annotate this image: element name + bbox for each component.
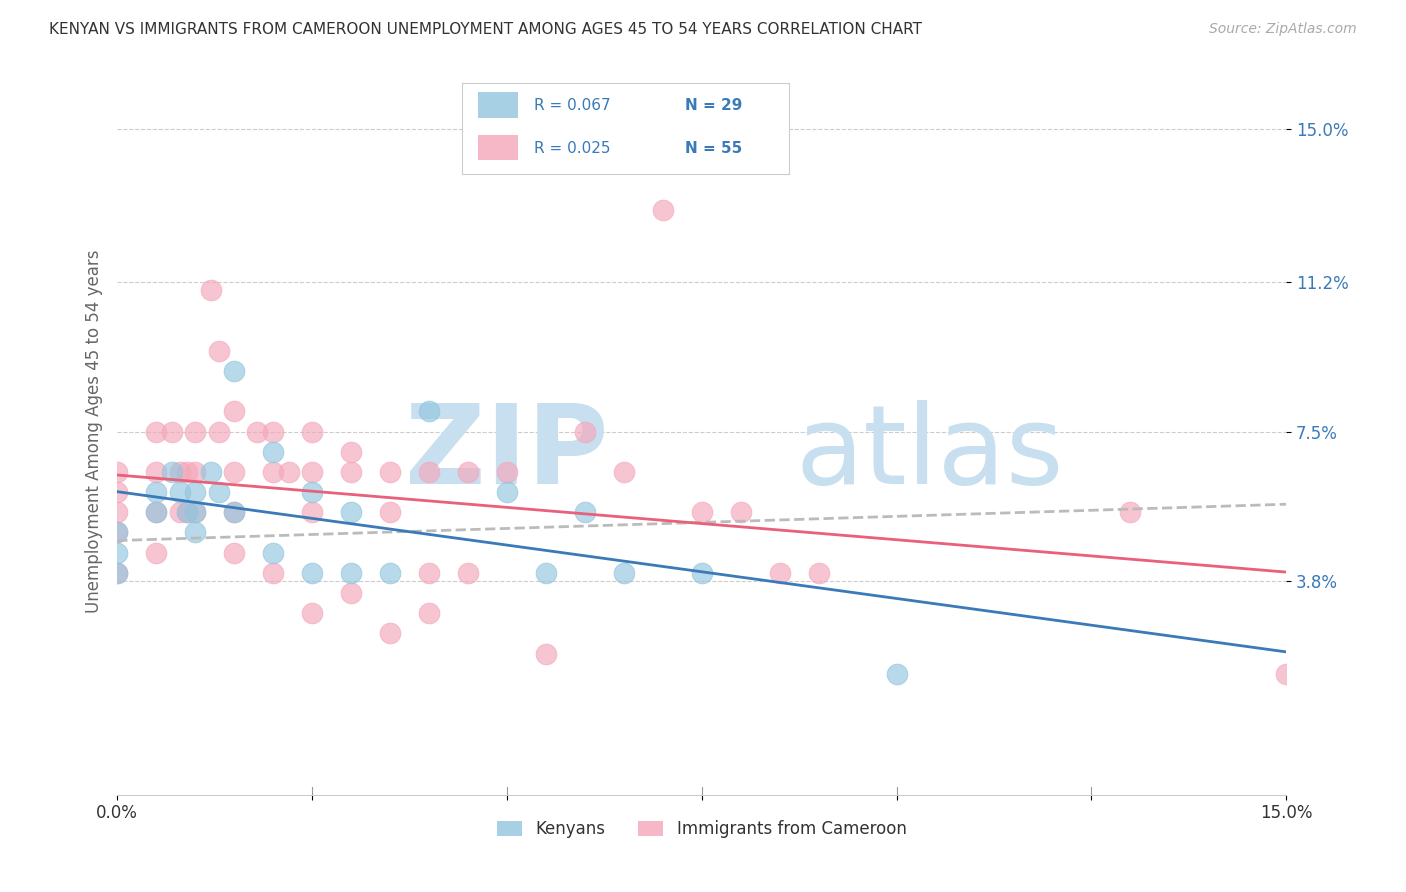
- Point: [176, 505, 198, 519]
- Point: [224, 465, 246, 479]
- Point: [145, 425, 167, 439]
- Point: [277, 465, 299, 479]
- Point: [105, 485, 128, 500]
- Point: [184, 485, 207, 500]
- Point: [262, 425, 284, 439]
- Point: [886, 666, 908, 681]
- Point: [651, 202, 673, 217]
- Point: [301, 566, 323, 580]
- Point: [105, 505, 128, 519]
- Point: [169, 465, 191, 479]
- Point: [176, 465, 198, 479]
- Point: [176, 505, 198, 519]
- Point: [613, 566, 636, 580]
- Point: [184, 465, 207, 479]
- Point: [378, 626, 401, 640]
- Point: [418, 465, 440, 479]
- Point: [457, 566, 479, 580]
- Point: [184, 505, 207, 519]
- Point: [574, 425, 596, 439]
- Point: [340, 444, 363, 458]
- Point: [200, 284, 222, 298]
- Point: [145, 546, 167, 560]
- Point: [184, 505, 207, 519]
- Point: [613, 465, 636, 479]
- Point: [105, 566, 128, 580]
- Point: [105, 525, 128, 540]
- Point: [105, 546, 128, 560]
- Point: [200, 465, 222, 479]
- Point: [340, 465, 363, 479]
- Y-axis label: Unemployment Among Ages 45 to 54 years: Unemployment Among Ages 45 to 54 years: [86, 250, 103, 614]
- Point: [418, 404, 440, 418]
- Point: [262, 546, 284, 560]
- Point: [301, 606, 323, 620]
- Point: [769, 566, 792, 580]
- Legend: Kenyans, Immigrants from Cameroon: Kenyans, Immigrants from Cameroon: [491, 814, 914, 845]
- Text: atlas: atlas: [796, 400, 1064, 507]
- Point: [340, 586, 363, 600]
- Point: [496, 485, 519, 500]
- Point: [574, 505, 596, 519]
- Point: [145, 505, 167, 519]
- Point: [262, 444, 284, 458]
- Point: [301, 425, 323, 439]
- Point: [262, 465, 284, 479]
- Text: Source: ZipAtlas.com: Source: ZipAtlas.com: [1209, 22, 1357, 37]
- Point: [105, 465, 128, 479]
- Point: [1275, 666, 1298, 681]
- Point: [730, 505, 752, 519]
- Point: [207, 343, 229, 358]
- Point: [418, 566, 440, 580]
- Point: [169, 485, 191, 500]
- Point: [690, 505, 713, 519]
- Point: [378, 465, 401, 479]
- Point: [340, 505, 363, 519]
- Point: [378, 566, 401, 580]
- Point: [301, 465, 323, 479]
- Point: [457, 465, 479, 479]
- Point: [246, 425, 269, 439]
- Point: [534, 566, 557, 580]
- Point: [145, 505, 167, 519]
- Point: [690, 566, 713, 580]
- Point: [184, 425, 207, 439]
- Point: [224, 505, 246, 519]
- Point: [105, 566, 128, 580]
- Point: [207, 425, 229, 439]
- Point: [207, 485, 229, 500]
- Point: [340, 566, 363, 580]
- Point: [418, 606, 440, 620]
- Point: [224, 404, 246, 418]
- Point: [224, 546, 246, 560]
- Point: [301, 505, 323, 519]
- Point: [378, 505, 401, 519]
- Point: [807, 566, 830, 580]
- Point: [105, 525, 128, 540]
- Point: [169, 505, 191, 519]
- Point: [224, 505, 246, 519]
- Point: [262, 566, 284, 580]
- Text: ZIP: ZIP: [405, 400, 609, 507]
- Point: [145, 485, 167, 500]
- Point: [184, 525, 207, 540]
- Text: KENYAN VS IMMIGRANTS FROM CAMEROON UNEMPLOYMENT AMONG AGES 45 TO 54 YEARS CORREL: KENYAN VS IMMIGRANTS FROM CAMEROON UNEMP…: [49, 22, 922, 37]
- Point: [496, 465, 519, 479]
- Point: [1119, 505, 1142, 519]
- Point: [534, 647, 557, 661]
- Point: [145, 465, 167, 479]
- Point: [160, 425, 183, 439]
- Point: [301, 485, 323, 500]
- Point: [160, 465, 183, 479]
- Point: [224, 364, 246, 378]
